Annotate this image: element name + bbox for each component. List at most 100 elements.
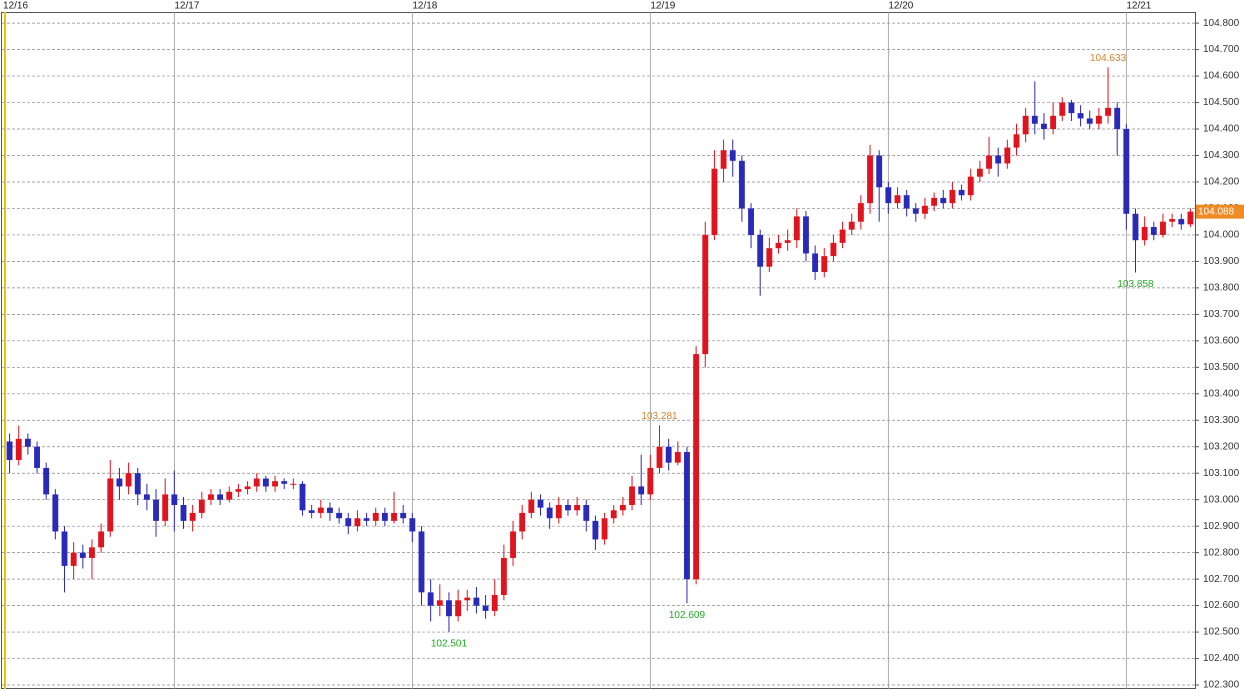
candle-body bbox=[720, 150, 727, 169]
candle-body bbox=[1187, 211, 1194, 225]
candle-body bbox=[555, 504, 562, 519]
candle-body bbox=[125, 473, 132, 487]
y-tick-label: 104.800 bbox=[1203, 18, 1240, 29]
x-tick-label: 12/19 bbox=[650, 1, 675, 12]
candle-body bbox=[995, 155, 1002, 164]
candle-body bbox=[79, 552, 86, 558]
last-price-tag bbox=[1196, 204, 1244, 219]
candle-body bbox=[885, 187, 892, 204]
candle-body bbox=[967, 176, 974, 196]
candle-body bbox=[482, 605, 489, 611]
x-tick-label: 12/18 bbox=[412, 1, 437, 12]
candle-body bbox=[537, 499, 544, 508]
y-tick-label: 104.500 bbox=[1203, 97, 1240, 108]
candle-body bbox=[391, 512, 397, 521]
candle-body bbox=[986, 155, 992, 169]
candle-body bbox=[976, 168, 983, 177]
candle-body bbox=[1178, 219, 1185, 225]
candle-body bbox=[134, 473, 141, 495]
candle-body bbox=[922, 205, 928, 214]
candle-body bbox=[235, 489, 242, 492]
x-tick-label: 12/21 bbox=[1126, 1, 1151, 12]
candle-body bbox=[70, 552, 77, 566]
candle-body bbox=[34, 446, 40, 468]
candle-body bbox=[473, 597, 480, 606]
candle-body bbox=[876, 155, 883, 188]
candle-body bbox=[738, 160, 745, 209]
candle-body bbox=[281, 481, 288, 484]
candle-body bbox=[803, 216, 809, 254]
candle-body bbox=[354, 518, 361, 527]
candle-body bbox=[903, 195, 910, 209]
candle-body bbox=[455, 600, 462, 617]
y-tick-label: 103.300 bbox=[1203, 415, 1240, 426]
y-tick-label: 102.500 bbox=[1203, 627, 1240, 638]
candle-body bbox=[464, 597, 471, 601]
price-annotation: 102.501 bbox=[431, 638, 468, 649]
candle-body bbox=[381, 512, 388, 521]
x-tick-label: 12/20 bbox=[888, 1, 913, 12]
candle-body bbox=[601, 518, 608, 540]
candle-body bbox=[1059, 102, 1066, 116]
candle-body bbox=[1160, 221, 1166, 235]
candle-body bbox=[1123, 129, 1130, 214]
candle-body bbox=[208, 494, 214, 500]
candle-body bbox=[299, 483, 306, 511]
candle-body bbox=[226, 491, 233, 500]
candle-body bbox=[1086, 118, 1093, 124]
candle-body bbox=[143, 494, 150, 500]
price-annotation: 102.609 bbox=[669, 610, 706, 621]
y-tick-label: 103.900 bbox=[1203, 256, 1240, 267]
candle-body bbox=[629, 486, 635, 505]
candle-body bbox=[1077, 113, 1084, 119]
y-tick-label: 102.900 bbox=[1203, 521, 1240, 532]
candle-body bbox=[931, 197, 938, 206]
y-tick-label: 103.100 bbox=[1203, 468, 1240, 479]
candle-body bbox=[327, 507, 333, 513]
candle-body bbox=[1105, 107, 1111, 116]
candle-body bbox=[912, 208, 919, 214]
y-tick-label: 102.700 bbox=[1203, 574, 1240, 585]
candle-body bbox=[1095, 115, 1102, 124]
candle-body bbox=[592, 520, 599, 540]
price-annotation: 103.281 bbox=[641, 411, 678, 422]
y-tick-label: 103.800 bbox=[1203, 283, 1240, 294]
y-tick-label: 103.200 bbox=[1203, 441, 1240, 452]
candle-body bbox=[1022, 115, 1029, 135]
candle-body bbox=[6, 441, 13, 460]
candle-body bbox=[400, 512, 407, 519]
candle-body bbox=[574, 504, 581, 511]
candle-body bbox=[510, 531, 516, 558]
candle-body bbox=[894, 195, 901, 204]
candle-body bbox=[446, 600, 452, 617]
y-tick-label: 104.700 bbox=[1203, 44, 1240, 55]
candle-body bbox=[748, 208, 754, 235]
candle-body bbox=[711, 168, 718, 235]
y-tick-label: 102.600 bbox=[1203, 600, 1240, 611]
candle-body bbox=[409, 518, 416, 532]
candle-body bbox=[546, 507, 553, 519]
candle-body bbox=[308, 510, 315, 513]
candle-body bbox=[674, 452, 681, 463]
y-tick-label: 104.000 bbox=[1203, 230, 1240, 241]
candle-body bbox=[418, 531, 425, 593]
plot-frame bbox=[1, 12, 1196, 689]
candle-body bbox=[583, 504, 590, 521]
candle-body bbox=[1050, 115, 1057, 130]
candle-body bbox=[1141, 226, 1148, 241]
candle-body bbox=[693, 354, 700, 580]
candle-body bbox=[345, 518, 352, 527]
candle-body bbox=[336, 512, 343, 519]
candle-body bbox=[272, 481, 278, 487]
price-annotation: 103.858 bbox=[1117, 279, 1154, 290]
candle-body bbox=[500, 557, 507, 596]
candle-body bbox=[1132, 213, 1139, 241]
candle-body bbox=[839, 229, 846, 243]
candle-body bbox=[1031, 115, 1038, 124]
candle-body bbox=[162, 494, 169, 521]
candle-body bbox=[217, 494, 224, 500]
candle-body bbox=[610, 510, 617, 519]
candle-body bbox=[958, 189, 965, 196]
candle-body bbox=[43, 467, 50, 495]
candle-body bbox=[528, 499, 535, 513]
